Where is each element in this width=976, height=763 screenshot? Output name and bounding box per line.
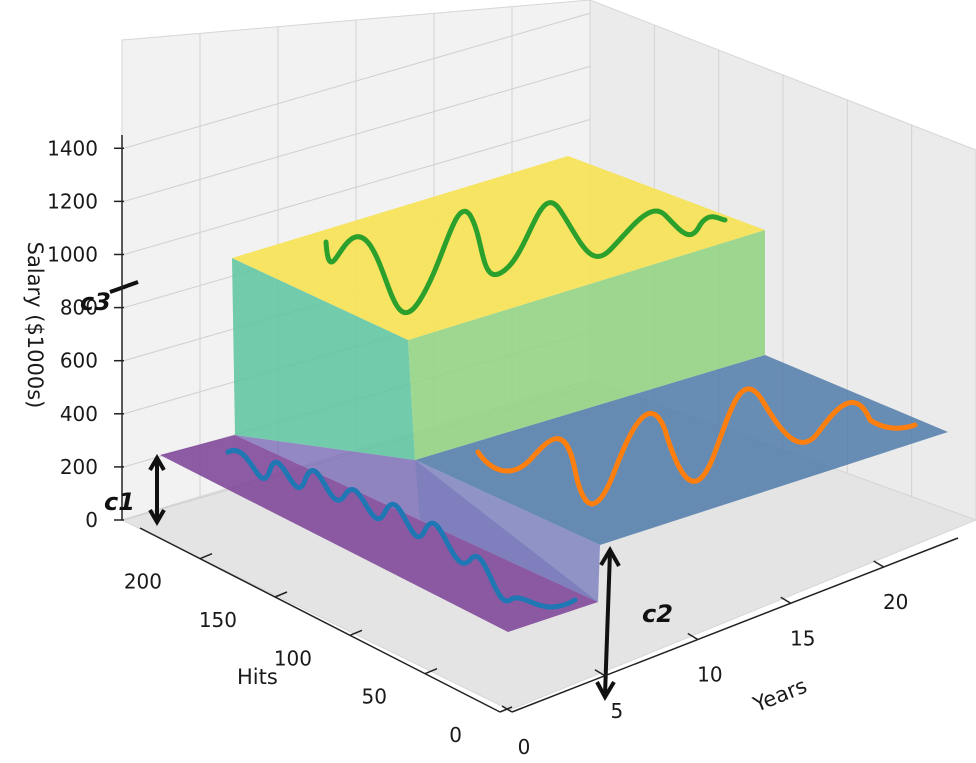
z-axis-ticks: 0 200 400 600 800 1000 1200 1400 <box>47 136 124 532</box>
annotation-c3: c3 <box>80 288 111 316</box>
y-tick-label: 0 <box>449 723 462 747</box>
arrow-c3-tick <box>109 280 139 294</box>
curve-c2 <box>475 386 918 507</box>
x-tick-mark <box>501 705 513 713</box>
arrow-c2-head-top <box>599 546 621 567</box>
x-tick-mark <box>780 596 792 604</box>
y-axis-label: Hits <box>237 665 278 689</box>
y-tick-mark <box>199 552 213 560</box>
x-tick-label: 5 <box>611 699 624 723</box>
z-tick-label: 800 <box>60 296 98 320</box>
x-tick-mark <box>873 560 885 568</box>
annotation-c1: c1 <box>104 488 135 516</box>
region-c3-left-wall <box>232 258 415 460</box>
z-tick-label: 400 <box>60 402 98 426</box>
z-axis-label: Salary ($1000s) <box>23 242 47 409</box>
annotation-c2: c2 <box>642 600 673 628</box>
arrow-c2 <box>603 551 612 696</box>
region-c3-top <box>232 156 765 340</box>
y-tick-label: 50 <box>362 685 387 709</box>
y-tick-mark <box>424 667 438 675</box>
y-tick-mark <box>349 629 363 637</box>
curve-c3 <box>323 200 728 316</box>
y-tick-mark <box>499 706 513 713</box>
y-tick-mark <box>274 591 288 598</box>
y-axis-ticks: 0 50 100 150 200 <box>124 552 513 747</box>
region-c1-wall <box>235 435 598 602</box>
x-tick-mark <box>687 632 699 641</box>
arrow-c1-head-top <box>148 454 166 472</box>
x-axis-label: Years <box>749 674 810 717</box>
x-tick-label: 20 <box>883 590 908 614</box>
y-tick-label: 150 <box>199 608 237 632</box>
x-axis-ticks: 0 5 10 15 20 <box>501 560 908 759</box>
y-tick-label: 200 <box>124 570 162 594</box>
arrow-c2-head-bottom <box>595 680 616 702</box>
region-c3-front-wall <box>408 230 765 460</box>
x-tick-label: 0 <box>518 735 531 759</box>
z-tick-label: 200 <box>60 455 98 479</box>
region-c2-top <box>415 355 948 545</box>
z-tick-label: 1000 <box>47 242 98 266</box>
z-tick-label: 600 <box>60 349 98 373</box>
z-tick-label: 1200 <box>47 189 98 213</box>
x-tick-label: 10 <box>697 663 722 687</box>
surface-regions <box>160 156 948 632</box>
x-tick-label: 15 <box>790 626 815 650</box>
z-tick-label: 0 <box>85 508 98 532</box>
arrow-c1-head-bottom <box>148 508 166 526</box>
region-c2-front-wall <box>415 460 600 602</box>
y-tick-label: 100 <box>274 646 312 670</box>
region-c1-top <box>160 435 598 632</box>
z-tick-label: 1400 <box>47 136 98 160</box>
x-tick-mark <box>594 669 606 677</box>
curve-c1 <box>225 447 578 610</box>
